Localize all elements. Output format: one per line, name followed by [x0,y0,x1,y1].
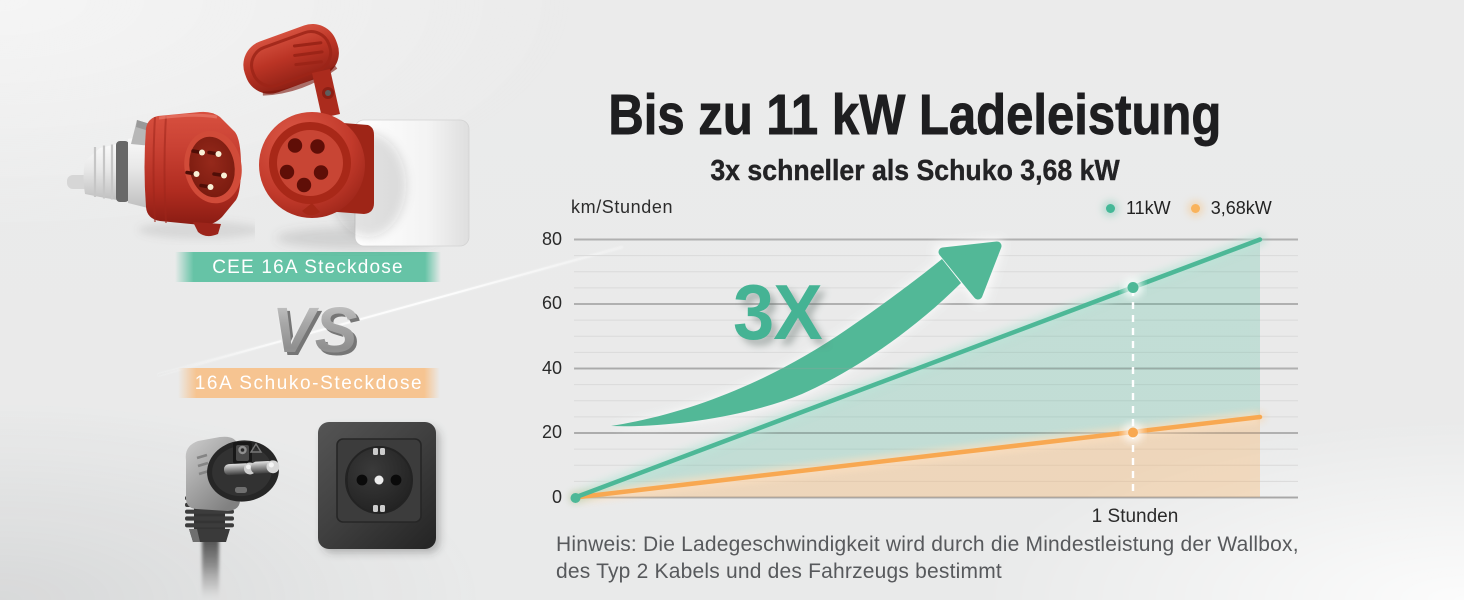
svg-text:VS: VS [272,294,358,366]
svg-text:VS: VS [275,297,361,369]
svg-text:VS: VS [271,293,357,365]
